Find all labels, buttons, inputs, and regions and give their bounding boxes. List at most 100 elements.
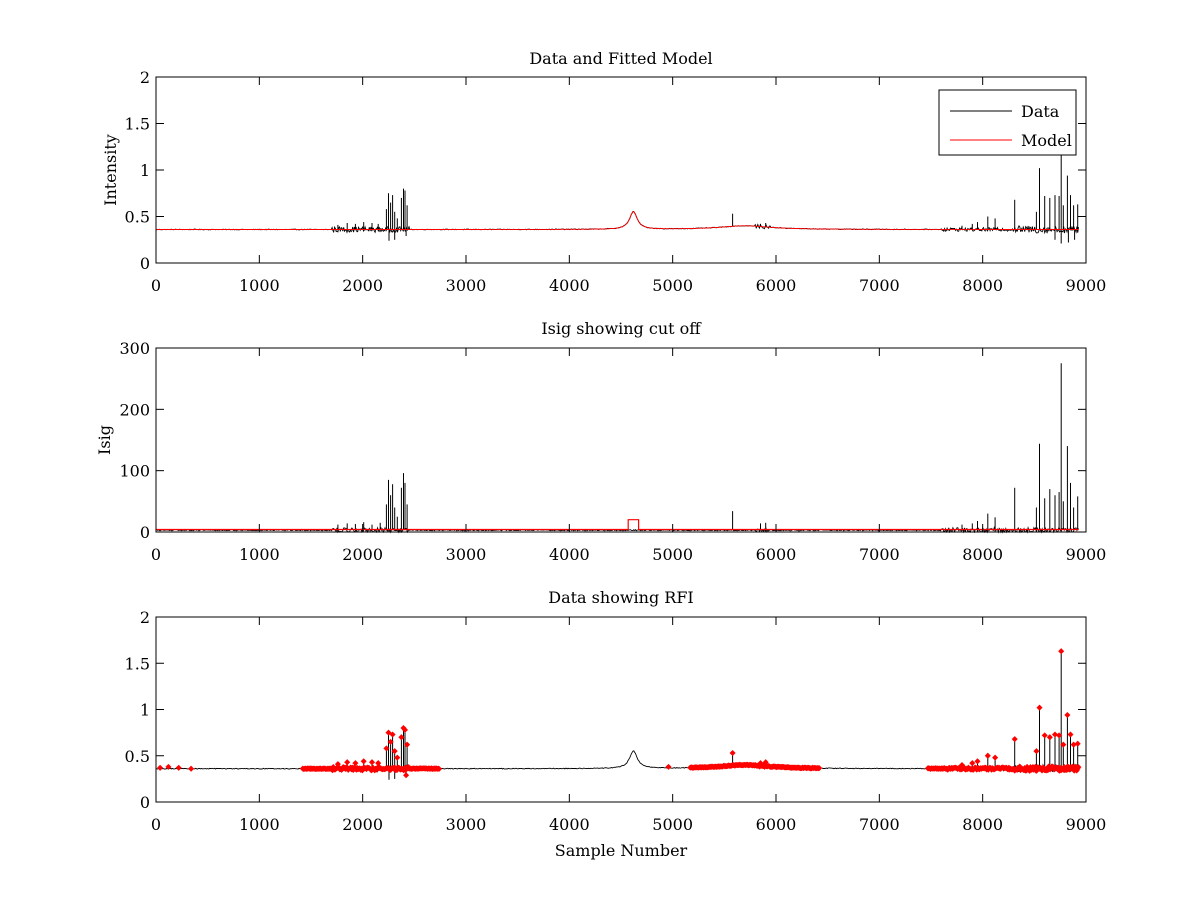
rfi-xtick-label-2: 2000 (342, 815, 383, 834)
isig-ytick-label-2: 200 (119, 400, 150, 419)
intensity-ticks: 0 1000 2000 3000 4000 5000 6000 7000 8000 9000 0 0.… (125, 68, 1107, 295)
rfi-series-1-rfi-marker-322 (816, 765, 823, 772)
isig-ytick-label-1: 100 (119, 462, 150, 481)
intensity-ytick-label-2: 1 (140, 161, 150, 180)
isig-xtick-label-1: 1000 (239, 545, 280, 564)
rfi-series-1-rfi-marker-532 (969, 760, 976, 767)
rfi-series-1-rfi-marker-527 (403, 772, 410, 779)
rfi-series-1-rfi-marker-511 (334, 761, 341, 768)
isig-ytick-label-3: 300 (119, 339, 150, 358)
rfi-series-1-rfi-marker-539 (1041, 732, 1048, 739)
isig-y-axis-label: Isig (95, 425, 114, 455)
rfi-xtick-label-3: 3000 (446, 815, 487, 834)
intensity-plot-area (155, 149, 1080, 244)
intensity-xtick-label-2: 2000 (342, 276, 383, 295)
rfi-series-1-rfi-marker-537 (1033, 748, 1040, 755)
isig-ytick-label-0: 0 (140, 523, 150, 542)
rfi-series-1-rfi-marker-542 (1056, 732, 1063, 739)
isig-series-1-cutoff-line (156, 519, 1079, 531)
rfi-series-1-rfi-marker-548 (1074, 740, 1081, 747)
rfi-series-1-rfi-marker-513 (352, 760, 359, 767)
rfi-series-1-rfi-marker-517 (383, 745, 390, 752)
rfi-series-1-rfi-marker-516 (375, 760, 382, 767)
rfi-xtick-label-6: 6000 (756, 815, 797, 834)
rfi-chart-title: Data showing RFI (548, 588, 693, 607)
rfi-series-1-rfi-marker-523 (398, 734, 405, 741)
rfi-series-1-rfi-marker-547 (1070, 741, 1077, 748)
rfi-series-1-rfi-marker-505 (1075, 764, 1082, 771)
rfi-ticks: 0 1000 2000 3000 4000 5000 6000 7000 8000 9000 0 0.… (125, 608, 1107, 834)
rfi-xtick-label-1: 1000 (239, 815, 280, 834)
intensity-xtick-label-4: 4000 (549, 276, 590, 295)
rfi-plot-area (155, 648, 1082, 780)
isig-plot-area (156, 363, 1079, 534)
legend-data-label: Data (1021, 102, 1060, 121)
isig-xtick-label-3: 3000 (446, 545, 487, 564)
rfi-series-1-rfi-marker-506 (157, 764, 164, 771)
intensity-xtick-label-0: 0 (151, 276, 161, 295)
rfi-series-1-rfi-marker-529 (757, 760, 764, 767)
intensity-xtick-label-6: 6000 (756, 276, 797, 295)
rfi-series-1-rfi-marker-544 (1060, 741, 1067, 748)
rfi-series-1-rfi-marker-535 (992, 754, 999, 761)
intensity-series-1-line (156, 211, 1079, 230)
isig-axes-box (155, 347, 1087, 533)
isig-chart-title: Isig showing cut off (541, 319, 702, 338)
panel-intensity: Data and Fitted Model Intensity 0 1000 200… (101, 49, 1106, 295)
intensity-xtick-label-7: 7000 (859, 276, 900, 295)
rfi-series-1-rfi-marker-540 (1046, 734, 1053, 741)
rfi-series-1-rfi-marker-514 (360, 758, 367, 765)
legend-model-label: Model (1021, 131, 1072, 150)
rfi-series-1-rfi-marker-534 (984, 752, 991, 759)
intensity-xtick-label-9: 9000 (1066, 276, 1107, 295)
rfi-xtick-label-8: 8000 (962, 815, 1003, 834)
rfi-series-1-rfi-marker-526 (404, 741, 411, 748)
rfi-series-1-rfi-marker-531 (958, 761, 966, 769)
rfi-series-1-rfi-marker-509 (188, 765, 195, 772)
legend: Data Model (938, 89, 1077, 156)
rfi-ytick-label-2: 1 (140, 701, 150, 720)
rfi-xtick-label-0: 0 (151, 815, 161, 834)
rfi-ytick-label-4: 2 (140, 608, 150, 627)
rfi-axes-box (155, 616, 1087, 803)
rfi-xtick-label-4: 4000 (549, 815, 590, 834)
rfi-series-1-rfi-marker-522 (394, 754, 401, 761)
intensity-xtick-label-8: 8000 (962, 276, 1003, 295)
isig-xtick-label-6: 6000 (756, 545, 797, 564)
intensity-ytick-label-4: 2 (140, 68, 150, 87)
panel-rfi: Data showing RFI Sample Number 0 1000 2000… (125, 588, 1107, 860)
rfi-series-1-rfi-marker-533 (974, 758, 981, 765)
isig-xtick-label-4: 4000 (549, 545, 590, 564)
rfi-series-1-rfi-marker-515 (368, 759, 376, 766)
rfi-series-1-rfi-marker-546 (1067, 731, 1074, 738)
rfi-series-1-rfi-marker-518 (385, 729, 392, 736)
rfi-series-1-rfi-marker-512 (344, 759, 351, 766)
intensity-xtick-label-1: 1000 (239, 276, 280, 295)
panel-isig: Isig showing cut off Isig 0 1000 2000 3000 4… (95, 319, 1106, 564)
rfi-xtick-label-7: 7000 (859, 815, 900, 834)
intensity-chart-title: Data and Fitted Model (529, 49, 712, 68)
intensity-y-axis-label: Intensity (101, 134, 120, 206)
rfi-x-axis-label: Sample Number (555, 841, 688, 860)
intensity-xtick-label-5: 5000 (652, 276, 693, 295)
rfi-series-1-rfi-marker-536 (1011, 736, 1018, 743)
isig-xtick-label-7: 7000 (859, 545, 900, 564)
rfi-series-1-rfi-marker-508 (175, 764, 182, 771)
rfi-series-1-rfi-marker-507 (165, 763, 172, 770)
rfi-series-1-rfi-marker-520 (389, 731, 396, 738)
rfi-series-1-rfi-marker-545 (1064, 711, 1071, 719)
rfi-series-1-rfi-marker-530 (762, 759, 769, 766)
rfi-series-1-rfi-marker-525 (401, 726, 409, 733)
rfi-series-1-rfi-marker-528 (729, 749, 736, 757)
intensity-ytick-label-0: 0 (140, 254, 150, 273)
isig-xtick-label-2: 2000 (342, 545, 383, 564)
intensity-xtick-label-3: 3000 (446, 276, 487, 295)
rfi-ytick-label-1: 0.5 (125, 747, 150, 766)
rfi-series-1-rfi-marker-538 (1036, 704, 1043, 711)
isig-ticks: 0 1000 2000 3000 4000 5000 6000 7000 8000 9000 0 10… (119, 339, 1106, 564)
isig-xtick-label-0: 0 (151, 545, 161, 564)
rfi-series-1-rfi-marker-510 (665, 763, 672, 770)
rfi-xtick-label-5: 5000 (652, 815, 693, 834)
rfi-series-1-rfi-marker-541 (1051, 731, 1059, 738)
